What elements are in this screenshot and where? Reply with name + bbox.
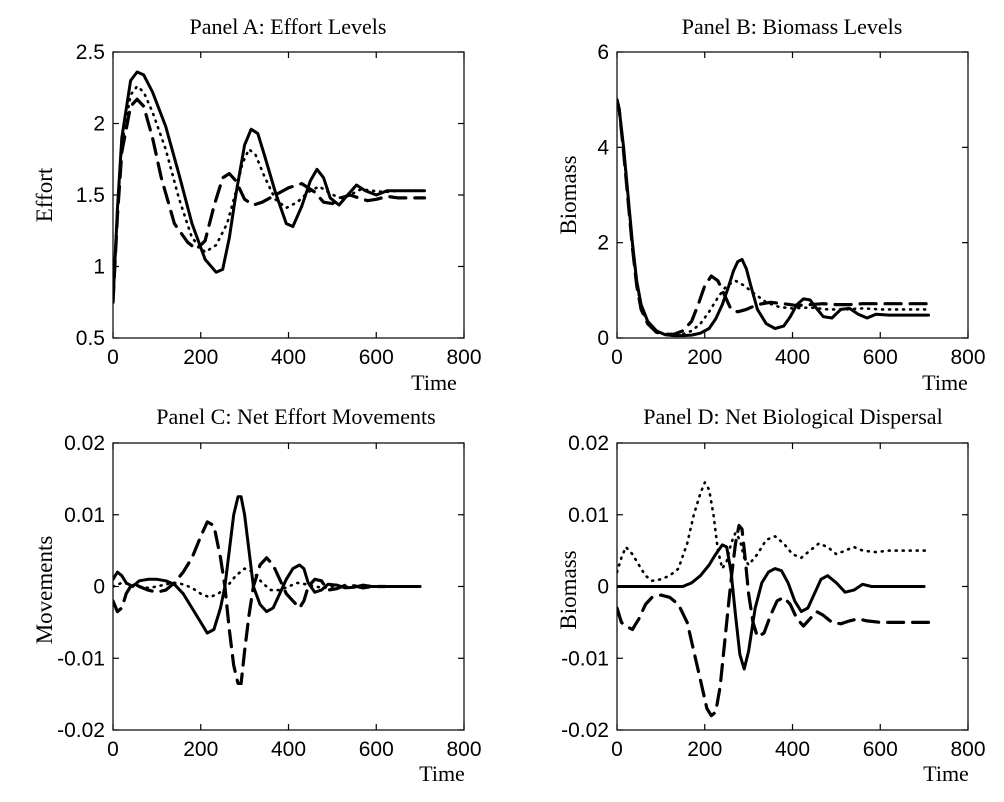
panel-d-xtick-label: 0 (611, 738, 623, 761)
panel-c-ytick-label: -0.01 (57, 647, 105, 670)
panel-a-xlabel: Time (411, 370, 457, 395)
panel-d-xtick-label: 800 (950, 738, 985, 761)
panel-d-xtick-label: 200 (687, 738, 722, 761)
panel-b-xtick-label: 800 (950, 346, 985, 369)
panel-a-xtick-label: 400 (271, 346, 306, 369)
panel-c-series-dotted-line (113, 567, 387, 599)
panel-a: Panel A: Effort Levels Effort Time 0 200 4… (32, 14, 482, 395)
panel-b-series-dotted-line (617, 98, 930, 337)
panel-b-xtick-label: 0 (611, 346, 623, 369)
panel-d: Panel D: Net Biological Dispersal Biomas… (556, 404, 986, 786)
panel-c: Panel C: Net Effort Movements Movements … (32, 404, 482, 786)
panel-b-ytick-label: 2 (597, 232, 609, 255)
panel-b-axes-frame (616, 51, 969, 339)
panel-c-title: Panel C: Net Effort Movements (156, 404, 435, 429)
panel-c-xtick-label: 200 (183, 738, 218, 761)
panel-d-xtick-label: 400 (775, 738, 810, 761)
panel-a-ytick-label: 2.5 (76, 41, 105, 64)
panel-a-ytick-label: 1 (93, 256, 105, 279)
panel-d-ytick-label: 0 (597, 576, 609, 599)
panel-c-series-solid-line (113, 495, 422, 635)
panel-a-ytick-label: 0.5 (76, 327, 105, 350)
panel-c-xtick-label: 800 (446, 738, 481, 761)
panel-c-ylabel: Movements (32, 536, 57, 645)
panel-b-xtick-label: 600 (863, 346, 898, 369)
panel-b-ytick-label: 6 (597, 41, 609, 64)
panel-d-xtick-label: 600 (863, 738, 898, 761)
panel-c-ytick-label: -0.02 (57, 719, 105, 742)
panel-a-series-solid-line (113, 70, 426, 304)
panel-b-series-solid-line (617, 98, 930, 338)
panel-d-series-dotted-line (617, 481, 930, 583)
panel-a-xtick-label: 600 (359, 346, 394, 369)
panel-d-series-dashed-line (617, 523, 931, 718)
panel-a-xtick-label: 800 (446, 346, 481, 369)
panel-b-ytick-label: 4 (597, 136, 609, 159)
panel-b-series-dashed-line (617, 98, 931, 336)
panel-a-ylabel: Effort (32, 167, 57, 222)
panel-b-ylabel: Biomass (556, 155, 581, 234)
panel-d-ylabel: Biomass (556, 550, 581, 629)
panel-b-ytick-label: 0 (597, 327, 609, 350)
panel-b-title: Panel B: Biomass Levels (682, 14, 903, 39)
panel-d-ytick-label: -0.01 (561, 647, 609, 670)
panel-d-series-solid-line (617, 543, 926, 671)
panel-a-xtick-label: 0 (107, 346, 119, 369)
panel-d-ytick-label: 0.01 (568, 504, 609, 527)
panel-a-ytick-label: 2 (93, 113, 105, 136)
panel-d-xlabel: Time (923, 761, 969, 786)
panel-a-ytick-label: 1.5 (76, 184, 105, 207)
panel-a-title: Panel A: Effort Levels (190, 14, 387, 39)
panel-b: Panel B: Biomass Levels Biomass Time 0 20… (556, 14, 986, 395)
panel-a-xtick-label: 200 (183, 346, 218, 369)
panel-c-xtick-label: 0 (107, 738, 119, 761)
panel-c-xlabel: Time (419, 761, 465, 786)
panel-b-xtick-label: 400 (775, 346, 810, 369)
panel-d-title: Panel D: Net Biological Dispersal (643, 404, 942, 429)
panel-c-xtick-label: 600 (359, 738, 394, 761)
panel-a-series-dashed-line (113, 97, 427, 304)
panel-c-ytick-label: 0.01 (64, 504, 105, 527)
panel-c-xtick-label: 400 (271, 738, 306, 761)
panel-c-ytick-label: 0.02 (64, 432, 105, 455)
panel-a-series-dotted-line (113, 85, 426, 304)
panel-d-ytick-label: 0.02 (568, 432, 609, 455)
panel-c-ytick-label: 0 (93, 576, 105, 599)
panel-b-xlabel: Time (922, 370, 968, 395)
panel-c-series-dashed-line (113, 520, 387, 685)
panel-b-xtick-label: 200 (687, 346, 722, 369)
panel-d-ytick-label: -0.02 (561, 719, 609, 742)
